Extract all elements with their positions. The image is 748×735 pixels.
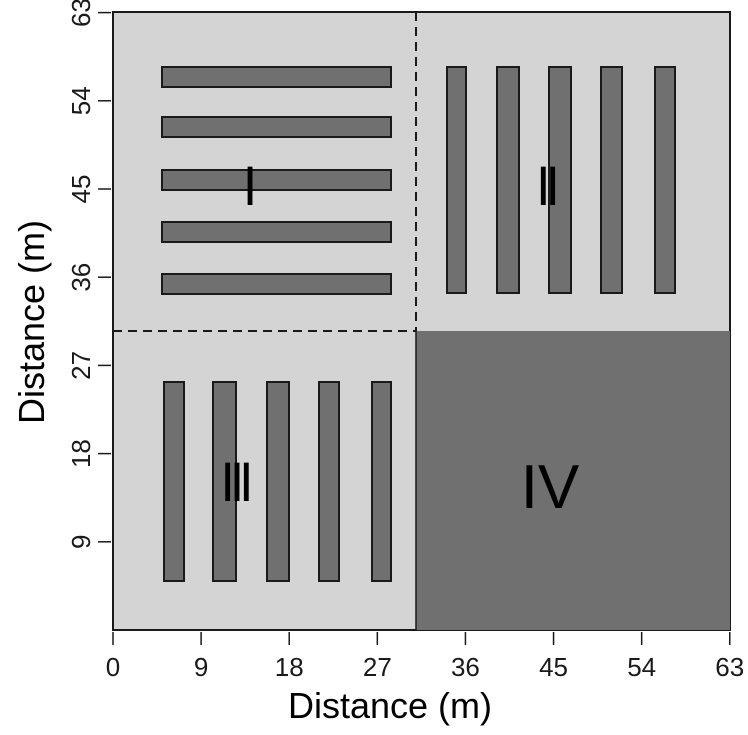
- quadrant-iii-strip: [318, 381, 340, 582]
- quadrant-ii-strip: [600, 66, 623, 294]
- x-tick-label: 0: [106, 652, 120, 682]
- x-tick-label: 63: [715, 652, 744, 682]
- x-tick-label: 27: [363, 652, 392, 682]
- quadrant-label-ii: II: [539, 154, 558, 217]
- quadrant-i-strip: [161, 169, 392, 191]
- quadrant-i-strip: [161, 66, 392, 88]
- quadrant-iii-strip: [371, 381, 392, 582]
- x-tick-label: 54: [627, 652, 656, 682]
- x-tick-label: 18: [275, 652, 304, 682]
- quadrant-iv-area: [416, 331, 730, 630]
- quadrant-label-i: I: [245, 154, 254, 217]
- y-tick-label: 54: [66, 86, 96, 115]
- quadrant-label-iii: III: [223, 450, 251, 513]
- quadrant-iii-strip: [212, 381, 237, 582]
- quadrant-i-strip: [161, 116, 392, 138]
- quadrant-label-iv: IV: [521, 453, 580, 522]
- y-tick-label: 36: [66, 263, 96, 292]
- quadrant-ii-strip: [446, 66, 467, 294]
- quadrant-ii-strip: [548, 66, 572, 294]
- quadrant-ii-strip: [654, 66, 676, 294]
- x-tick-label: 9: [194, 652, 208, 682]
- quadrant-ii-strip: [496, 66, 520, 294]
- y-tick-label: 27: [66, 351, 96, 380]
- y-tick-label: 18: [66, 439, 96, 468]
- x-axis-label: Distance (m): [288, 685, 492, 726]
- x-tick-label: 45: [539, 652, 568, 682]
- y-tick-label: 45: [66, 175, 96, 204]
- quadrant-iii-strip: [266, 381, 290, 582]
- y-tick-label: 9: [66, 535, 96, 549]
- quadrant-iii-strip: [163, 381, 185, 582]
- x-tick-label: 36: [451, 652, 480, 682]
- y-axis-label: Distance (m): [11, 220, 52, 424]
- quadrant-i-strip: [161, 221, 392, 243]
- y-tick-label: 63: [66, 0, 96, 27]
- quadrant-i-strip: [161, 273, 392, 295]
